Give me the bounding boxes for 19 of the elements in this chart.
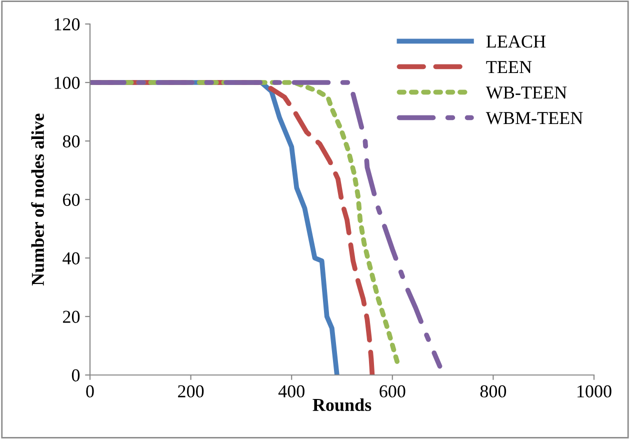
y-tick-label: 120 <box>54 18 80 30</box>
y-tick-label: 60 <box>63 194 80 206</box>
y-tick-label: 20 <box>63 310 80 323</box>
legend-label: WBM-TEEN <box>486 112 583 124</box>
y-tick-label: 80 <box>62 135 80 148</box>
legend-label: TEEN <box>486 61 532 73</box>
x-tick-label: 1000 <box>578 385 612 398</box>
x-tick-label: 400 <box>278 385 304 398</box>
x-tick-label: 800 <box>480 385 506 398</box>
x-tick-label: 0 <box>86 385 94 398</box>
x-tick-label: 200 <box>178 385 204 398</box>
y-tick-label: 40 <box>62 252 80 264</box>
x-tick-label: 600 <box>380 385 406 398</box>
y-axis-title: Number of nodes alive <box>31 114 44 286</box>
legend-label: WB-TEEN <box>486 86 567 99</box>
y-tick-label: 0 <box>72 369 80 382</box>
legend-label: LEACH <box>486 36 546 48</box>
x-axis-title: Rounds <box>312 398 372 412</box>
y-tick-label: 100 <box>54 76 80 89</box>
